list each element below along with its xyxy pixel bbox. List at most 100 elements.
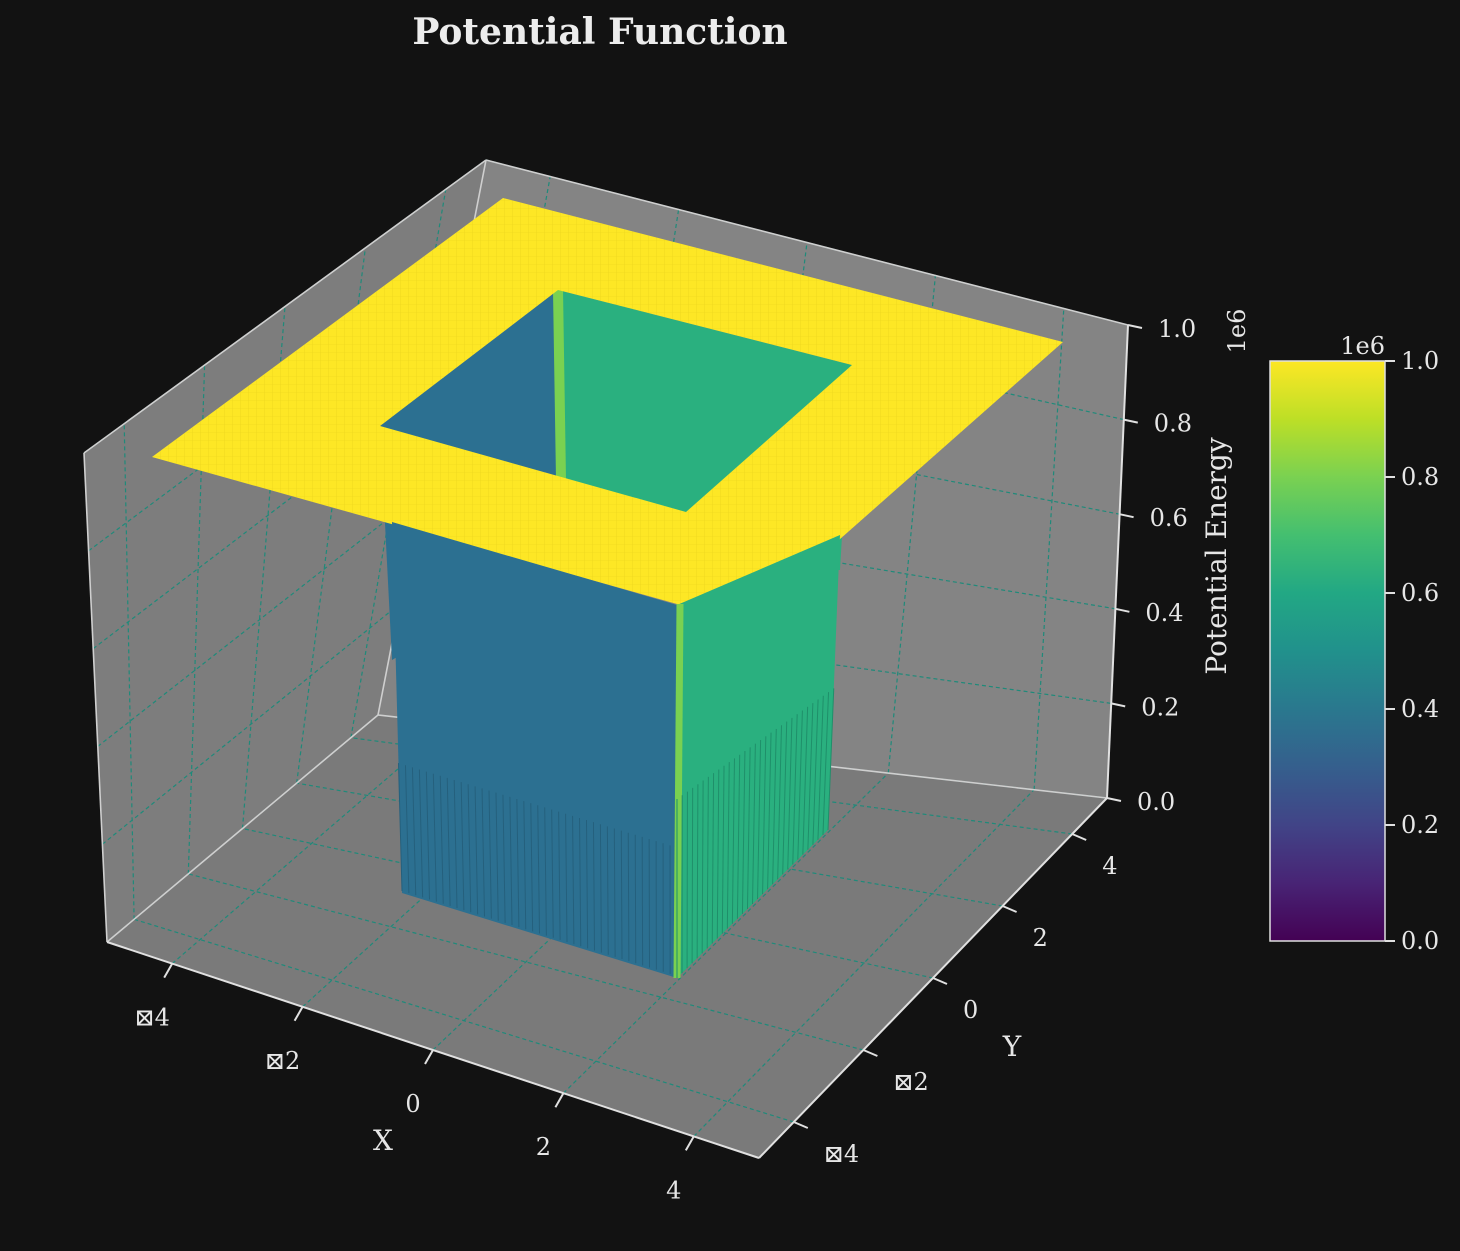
x-tick-mark-0	[163, 963, 174, 979]
striation-right-5	[701, 780, 704, 954]
colorbar-gradient	[1269, 360, 1386, 942]
z-axis-multiplier: 1e6	[1223, 309, 1251, 354]
x-axis-label: X	[373, 1124, 393, 1157]
striation-left-33	[627, 832, 630, 962]
striation-right-24	[797, 710, 803, 860]
striation-left-0	[398, 763, 403, 892]
striation-right-30	[827, 688, 835, 831]
striation-left-27	[585, 820, 589, 949]
striation-right-12	[736, 754, 741, 919]
x-tick-label-4: 4	[666, 1176, 681, 1204]
striation-left-7	[446, 777, 451, 906]
striation-right-22	[787, 717, 793, 870]
grid-x-floor-3	[562, 772, 889, 1094]
striation-left-28	[592, 822, 595, 951]
x-tick-label-0: ⊠4	[135, 1004, 170, 1032]
potential-surface	[152, 198, 1063, 979]
striation-left-9	[460, 782, 465, 911]
z-tick-mark-4	[1123, 418, 1139, 424]
striation-left-11	[474, 786, 479, 915]
striation-left-4	[425, 771, 430, 900]
striation-right-13	[741, 751, 746, 914]
striation-left-24	[565, 813, 568, 943]
grid-x-floor-0	[171, 722, 452, 965]
colorbar-tick-label-4: 0.8	[1401, 463, 1439, 491]
striation-right-11	[731, 758, 735, 924]
colorbar: 1e6 0.0 0.2 0.4 0.6 0.8 1.0	[1269, 332, 1439, 955]
striation-right-9	[721, 765, 725, 934]
z-axis-label: Potential Energy	[1200, 437, 1233, 675]
z-tick-label-3: 0.6	[1150, 504, 1188, 532]
z-tick-label-5: 1.0	[1158, 315, 1196, 343]
striation-right-14	[746, 747, 751, 909]
z-tick-mark-5	[1127, 324, 1143, 329]
colorbar-tick-label-3: 0.6	[1401, 579, 1439, 607]
chart-title: Potential Function	[412, 11, 787, 53]
y-tick-mark-1	[863, 1049, 878, 1057]
striation-left-15	[502, 794, 506, 923]
axis-ticks: ⊠4 ⊠2 0 2 4 ⊠4 ⊠2 0 2 4 0.0 0.2 0.4 0.6 0.8 1.0	[135, 315, 1197, 1204]
striation-left-16	[509, 796, 513, 926]
striation-left-32	[620, 830, 623, 960]
well-inner-edge	[553, 289, 566, 481]
striation-right-25	[802, 706, 809, 855]
striation-right-10	[726, 762, 730, 929]
colorbar-tick-label-2: 0.4	[1401, 695, 1439, 723]
x-tick-mark-1	[293, 1006, 304, 1022]
striation-right-23	[792, 714, 798, 865]
striation-right-3	[691, 787, 694, 964]
wall-striations-right	[676, 688, 835, 978]
striation-left-18	[523, 801, 527, 930]
striation-right-26	[807, 703, 814, 850]
x-tick-label-2: 0	[405, 1090, 420, 1118]
y-tick-mark-3	[1002, 905, 1017, 913]
y-tick-mark-2	[932, 977, 948, 985]
grid-y-floor-0	[133, 918, 794, 1123]
grid-x-floor-4	[693, 789, 1035, 1137]
striation-right-17	[762, 736, 767, 895]
y-tick-label-3: 2	[1033, 924, 1048, 952]
z-tick-mark-3	[1119, 513, 1134, 519]
y-tick-label-1: ⊠2	[893, 1068, 928, 1096]
grid-y-floor-4	[350, 737, 1073, 835]
colorbar-tick-label-1: 0.2	[1401, 811, 1439, 839]
striation-left-34	[634, 834, 637, 964]
striation-left-8	[453, 779, 458, 909]
striation-left-2	[411, 767, 417, 896]
striation-left-26	[579, 817, 582, 947]
striation-right-6	[706, 776, 709, 949]
z-tick-label-1: 0.2	[1141, 693, 1179, 721]
striation-right-18	[767, 732, 772, 890]
x-tick-mark-3	[554, 1092, 565, 1108]
striation-right-15	[752, 743, 756, 905]
striation-right-27	[812, 699, 819, 845]
striation-right-4	[696, 784, 699, 959]
striation-left-30	[606, 826, 609, 955]
striation-left-12	[481, 788, 485, 917]
z-tick-label-4: 0.8	[1154, 410, 1192, 438]
striation-right-16	[757, 739, 762, 900]
striation-left-14	[495, 792, 499, 921]
grid-y-left-1	[187, 365, 206, 874]
striation-left-21	[544, 807, 547, 936]
striation-left-10	[467, 784, 472, 913]
colorbar-ticks: 0.0 0.2 0.4 0.6 0.8 1.0	[1385, 347, 1439, 955]
y-axis-label: Y	[1002, 1030, 1022, 1063]
striation-right-21	[782, 721, 788, 875]
colorbar-tick-label-5: 1.0	[1401, 347, 1439, 375]
grid-x-back-4	[1033, 308, 1065, 790]
z-tick-mark-0	[1106, 797, 1122, 802]
grid-y-floor-1	[188, 873, 864, 1051]
grid-y-left-0	[123, 423, 135, 920]
wall-striations-left	[398, 763, 678, 976]
y-tick-label-0: ⊠4	[824, 1140, 859, 1168]
colorbar-multiplier: 1e6	[1340, 332, 1385, 360]
plateau-surface	[152, 198, 1063, 623]
y-tick-label-2: 0	[963, 996, 978, 1024]
striation-left-13	[488, 790, 492, 919]
x-tick-label-1: ⊠2	[265, 1047, 300, 1075]
y-tick-mark-4	[1071, 833, 1087, 841]
striation-left-1	[404, 765, 410, 894]
z-tick-label-0: 0.0	[1137, 788, 1175, 816]
